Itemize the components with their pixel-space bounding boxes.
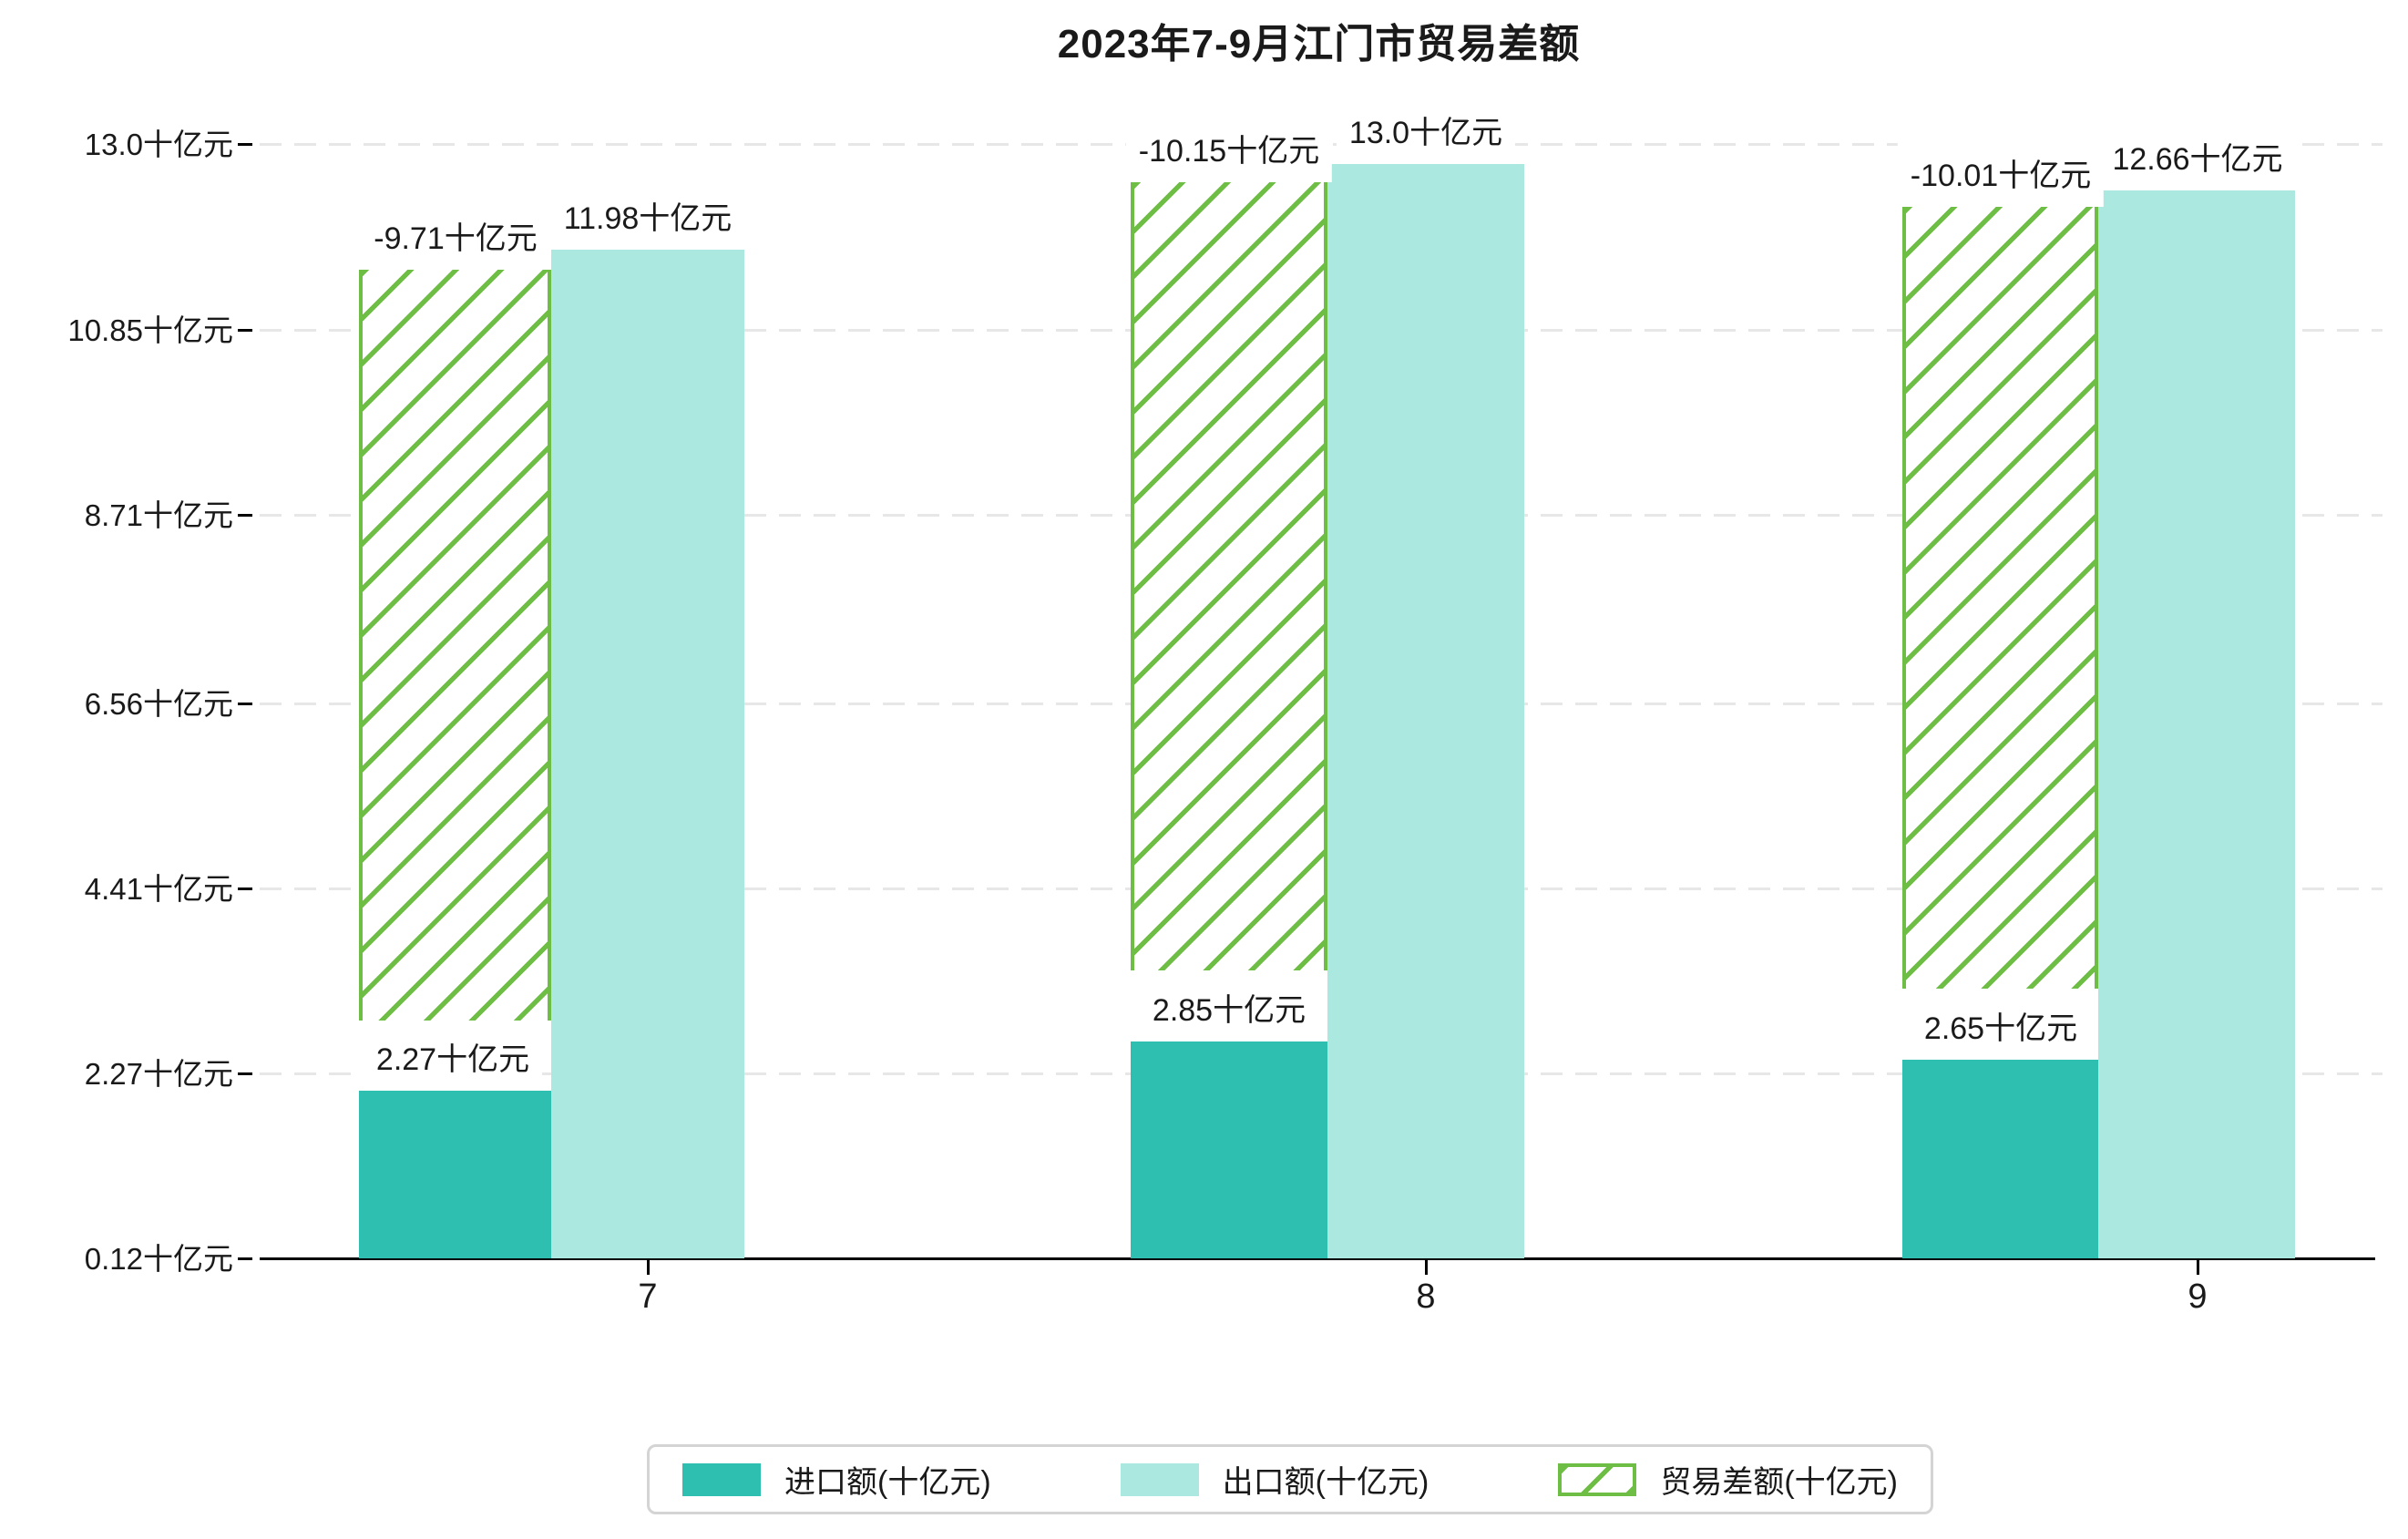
legend: 进口额(十亿元) 出口额(十亿元) 贸易差额(十亿元) <box>647 1444 1933 1514</box>
import-value-label: 2.27十亿元 <box>363 1021 543 1091</box>
export-swatch-icon <box>1120 1462 1199 1496</box>
balance-hatched-swatch-icon <box>1558 1462 1637 1496</box>
y-tick-mark <box>238 703 252 705</box>
export-bar-month-7 <box>551 250 744 1258</box>
y-tick-mark <box>238 1257 252 1260</box>
legend-label: 进口额(十亿元) <box>784 1465 991 1500</box>
y-tick-mark <box>238 143 252 146</box>
balance-value-label: -10.15十亿元 <box>1125 113 1333 182</box>
balance-value-label: -10.01十亿元 <box>1897 138 2105 207</box>
legend-item-export: 出口额(十亿元) <box>1120 1457 1429 1502</box>
y-tick-label: 0.12十亿元 <box>84 1242 233 1276</box>
y-tick-label: 10.85十亿元 <box>67 313 233 347</box>
y-tick-mark <box>238 329 252 332</box>
import-bar-month-8 <box>1131 1041 1327 1258</box>
import-swatch-icon <box>682 1462 761 1496</box>
x-axis-line <box>260 1257 2375 1260</box>
y-tick-mark <box>238 1072 252 1075</box>
chart-title: 2023年7-9月江门市贸易差额 <box>1057 22 1581 67</box>
y-tick-label: 4.41十亿元 <box>84 872 233 906</box>
y-tick-label: 13.0十亿元 <box>84 128 233 161</box>
import-value-label: 2.85十亿元 <box>1139 972 1319 1041</box>
y-tick-label: 8.71十亿元 <box>84 498 233 532</box>
export-value-label: 13.0十亿元 <box>1336 95 1516 164</box>
balance-value-label: -9.71十亿元 <box>361 200 550 270</box>
x-tick-label: 9 <box>2188 1277 2208 1316</box>
x-tick-mark <box>647 1260 650 1275</box>
export-value-label: 11.98十亿元 <box>550 180 745 250</box>
legend-item-balance: 贸易差额(十亿元) <box>1558 1457 1898 1502</box>
legend-label: 贸易差额(十亿元) <box>1660 1465 1898 1500</box>
import-value-label: 2.65十亿元 <box>1911 990 2091 1060</box>
y-tick-mark <box>238 887 252 890</box>
legend-item-import: 进口额(十亿元) <box>682 1457 991 1502</box>
y-tick-mark <box>238 514 252 517</box>
trade-balance-bar-month-8 <box>1131 182 1327 970</box>
x-tick-mark <box>2197 1260 2199 1275</box>
legend-label: 出口额(十亿元) <box>1222 1465 1429 1500</box>
trade-balance-bar-month-9 <box>1902 207 2098 989</box>
x-tick-label: 7 <box>638 1277 658 1316</box>
export-bar-month-9 <box>2098 190 2295 1258</box>
x-tick-label: 8 <box>1416 1277 1436 1316</box>
import-bar-month-9 <box>1902 1060 2098 1258</box>
export-value-label: 12.66十亿元 <box>2099 121 2296 190</box>
export-bar-month-8 <box>1327 164 1524 1258</box>
y-tick-label: 2.27十亿元 <box>84 1057 233 1091</box>
y-tick-label: 6.56十亿元 <box>84 687 233 721</box>
x-tick-mark <box>1425 1260 1428 1275</box>
trade-balance-bar-month-7 <box>359 270 551 1021</box>
import-bar-month-7 <box>359 1091 551 1258</box>
